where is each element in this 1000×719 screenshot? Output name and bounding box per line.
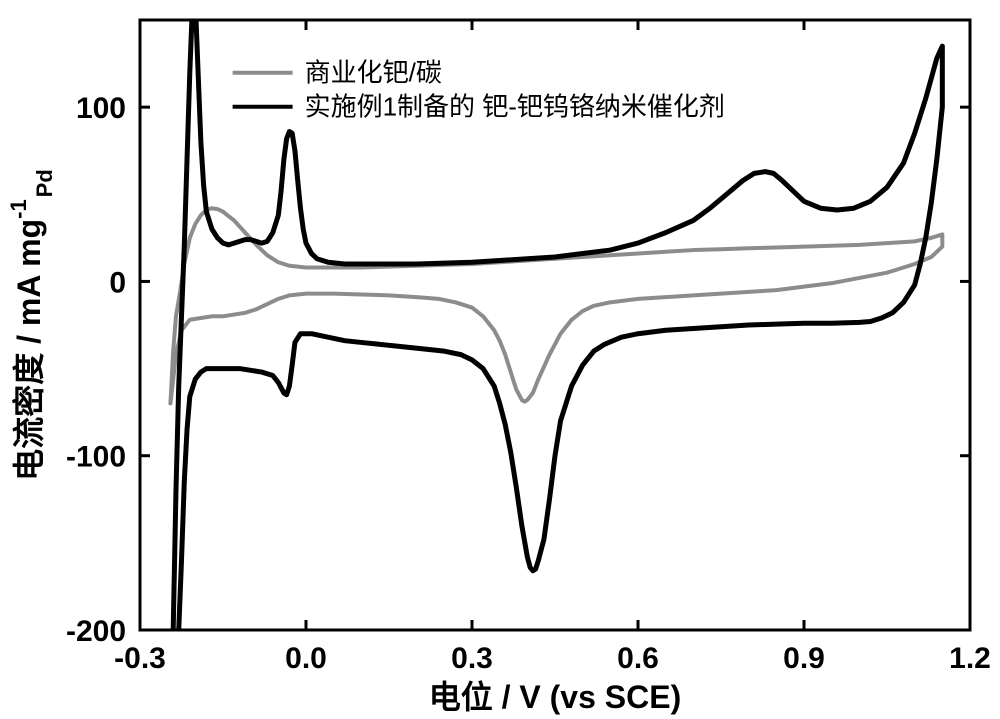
- x-tick-label: 0.0: [285, 642, 327, 675]
- y-tick-label: -200: [66, 615, 126, 648]
- y-tick-label: -100: [66, 441, 126, 474]
- y-tick-label: 0: [109, 266, 126, 299]
- x-tick-label: 0.9: [783, 642, 825, 675]
- y-tick-label: 100: [76, 92, 126, 125]
- legend-label: 实施例1制备的 钯-钯钨铬纳米催化剂: [305, 92, 725, 122]
- x-tick-label: 1.2: [949, 642, 991, 675]
- x-axis-label: 电位 / V (vs SCE): [429, 679, 682, 715]
- legend-label: 商业化钯/碳: [305, 58, 442, 88]
- x-tick-label: 0.6: [617, 642, 659, 675]
- x-tick-label: 0.3: [451, 642, 493, 675]
- y-axis-label: 电流密度 / mA mg-1Pd: [6, 169, 57, 481]
- cv-chart: -0.30.00.30.60.91.2-200-1000100电位 / V (v…: [0, 0, 1000, 719]
